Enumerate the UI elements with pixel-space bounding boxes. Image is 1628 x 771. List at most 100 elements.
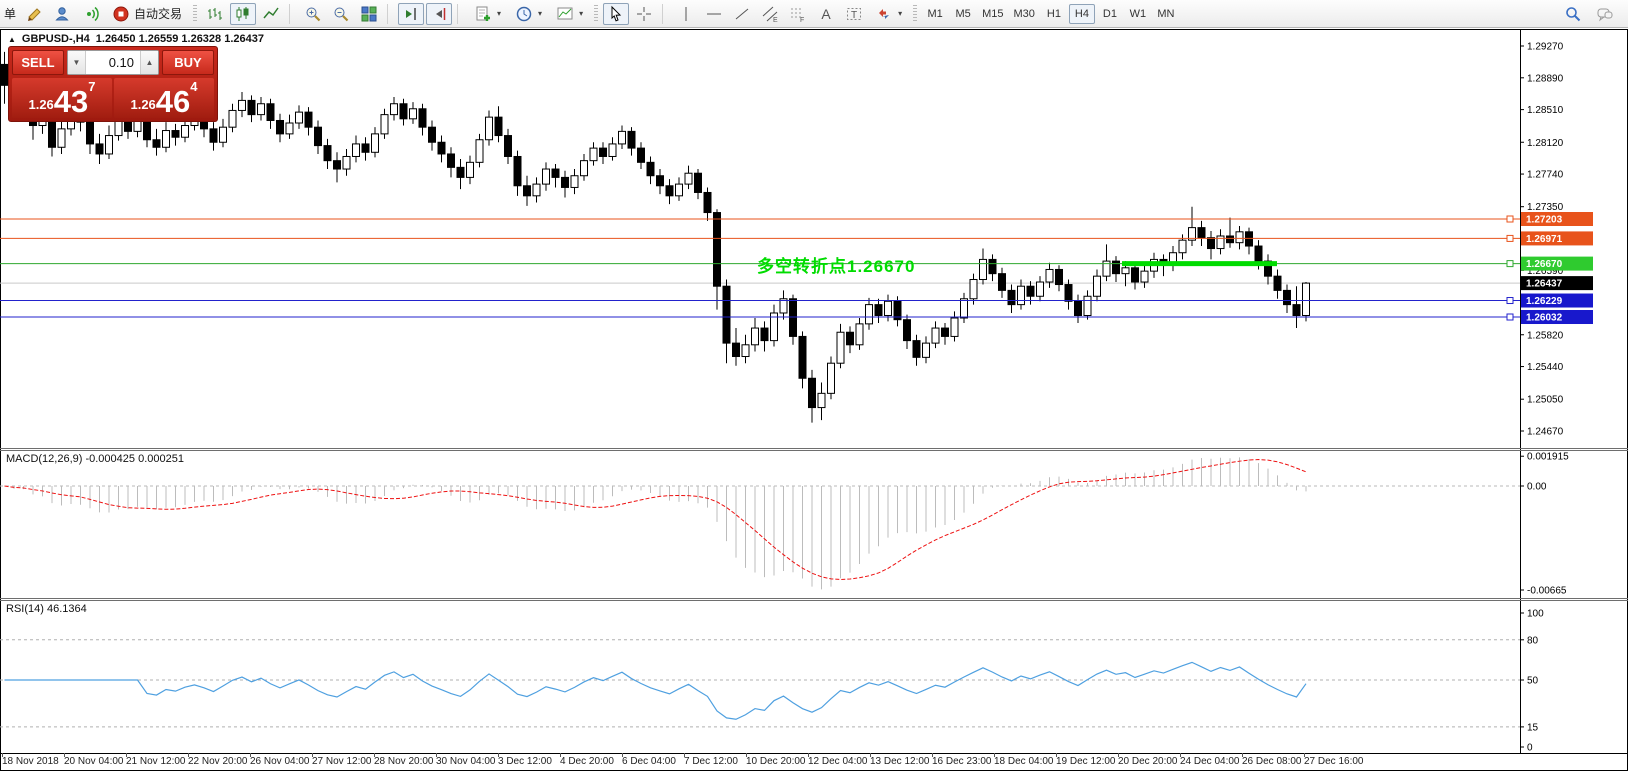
crayon-button[interactable] <box>22 3 48 25</box>
pivot-annotation[interactable]: 多空转折点1.26670 <box>757 257 916 276</box>
shift-chart-button[interactable] <box>398 2 425 25</box>
zoom-out-button[interactable] <box>328 3 354 25</box>
toolbar-grip[interactable] <box>594 4 599 23</box>
auto-scroll-button[interactable] <box>426 2 453 25</box>
candle <box>798 331 807 389</box>
candle <box>1292 286 1301 329</box>
trendline-button[interactable] <box>729 3 755 25</box>
equidistant-channel-button[interactable]: E <box>757 3 783 25</box>
text-icon: A <box>821 5 831 22</box>
collapse-marker-icon[interactable]: ▲ <box>8 34 16 44</box>
candle <box>342 148 351 176</box>
toolbar-grip[interactable] <box>193 4 198 23</box>
symbol-period-label: GBPUSD-,H4 <box>21 33 90 45</box>
tile-windows-button[interactable] <box>356 3 382 25</box>
bar-chart-icon <box>206 5 224 23</box>
dropdown-caret-icon: ▾ <box>898 9 903 18</box>
chat-button[interactable] <box>1592 3 1618 25</box>
profile-button[interactable] <box>50 3 76 25</box>
cursor-button[interactable] <box>603 2 630 25</box>
timeframe-button-M15[interactable]: M15 <box>978 4 1007 24</box>
periods-clock-icon <box>515 5 533 23</box>
candle <box>475 133 484 168</box>
zoom-out-icon <box>332 5 350 23</box>
bar-chart-button[interactable] <box>202 3 228 25</box>
new-order-button[interactable]: ▾ <box>468 3 507 25</box>
line-handle[interactable] <box>1506 234 1514 242</box>
autotrading-label: 自动交易 <box>134 7 183 21</box>
candle <box>1102 244 1111 282</box>
timeframe-button-M1[interactable]: M1 <box>922 4 948 24</box>
candle <box>779 290 788 320</box>
timeframe-button-W1[interactable]: W1 <box>1125 4 1151 24</box>
candle <box>732 328 740 366</box>
autotrading-button[interactable]: 自动交易 <box>106 3 188 25</box>
price-tag <box>1521 310 1593 325</box>
candle <box>751 318 759 352</box>
buy-price-display[interactable]: 1.26 46 4 <box>114 78 214 118</box>
vertical-line-button[interactable] <box>673 3 699 25</box>
candle <box>1007 284 1016 313</box>
candle <box>105 125 113 159</box>
volume-increase-button[interactable]: ▲ <box>140 51 158 74</box>
volume-input[interactable]: 0.10 <box>108 55 134 70</box>
text-button[interactable]: A <box>813 3 839 25</box>
arrows-button[interactable]: ▾ <box>869 3 908 25</box>
dropdown-caret-icon: ▾ <box>497 9 502 18</box>
autotrading-icon <box>112 5 130 23</box>
signal-button[interactable] <box>78 3 104 25</box>
chart-title: ▲ GBPUSD-,H4 1.26450 1.26559 1.26328 1.2… <box>8 33 264 45</box>
search-button[interactable] <box>1560 3 1586 25</box>
timeframe-button-D1[interactable]: D1 <box>1097 4 1123 24</box>
candle <box>1207 230 1215 260</box>
line-handle[interactable] <box>1506 215 1514 223</box>
candle <box>437 135 446 163</box>
candle <box>1131 262 1139 290</box>
zoom-in-button[interactable] <box>300 3 326 25</box>
timeframe-button-M5[interactable]: M5 <box>950 4 976 24</box>
fibonacci-button[interactable]: F <box>785 3 811 25</box>
candle <box>988 254 997 282</box>
candle <box>504 128 512 165</box>
svg-text:T: T <box>851 10 857 21</box>
volume-decrease-button[interactable]: ▼ <box>68 51 86 74</box>
time-axis-label: 27 Nov 12:00 <box>312 756 372 767</box>
timeframe-button-H4[interactable]: H4 <box>1068 3 1095 24</box>
timeframe-button-MN[interactable]: MN <box>1153 4 1179 24</box>
candle <box>276 113 284 143</box>
candle <box>969 273 978 305</box>
candle <box>1055 265 1063 292</box>
horizontal-line-button[interactable] <box>701 3 727 25</box>
candle <box>580 153 588 181</box>
signal-icon <box>82 5 100 23</box>
crosshair-button[interactable] <box>631 3 657 25</box>
candle <box>228 103 237 133</box>
time-axis-label: 28 Nov 20:00 <box>374 756 434 767</box>
candle <box>428 120 436 151</box>
sell-price-display[interactable]: 1.26 43 7 <box>12 78 112 118</box>
line-handle[interactable] <box>1506 313 1514 321</box>
candle <box>285 114 294 139</box>
candle <box>418 103 427 136</box>
price-axis[interactable]: 1.29270 1.28890 1.28510 1.28120 1.27740 1.273… <box>1520 42 1593 754</box>
rsi-axis-label: 15 <box>1527 722 1539 733</box>
truncated-new-order-label[interactable]: 单 <box>4 7 17 21</box>
timeframe-button-H1[interactable]: H1 <box>1041 4 1067 24</box>
text-label-button[interactable]: T <box>841 3 867 25</box>
candle <box>998 267 1006 298</box>
periods-button[interactable]: ▾ <box>509 3 548 25</box>
candle <box>770 304 778 347</box>
buy-button[interactable]: BUY <box>162 50 214 75</box>
toolbar-grip[interactable] <box>913 4 918 23</box>
candle <box>247 95 256 123</box>
candlestick-chart-button[interactable] <box>230 2 257 25</box>
shift-chart-icon <box>402 5 420 23</box>
line-handle[interactable] <box>1506 260 1514 268</box>
candle <box>1283 284 1291 313</box>
line-handle[interactable] <box>1506 297 1514 305</box>
line-chart-button[interactable] <box>258 3 284 25</box>
timeframe-button-M30[interactable]: M30 <box>1010 4 1039 24</box>
templates-button[interactable]: ▾ <box>550 3 589 25</box>
candle <box>675 177 683 201</box>
sell-button[interactable]: SELL <box>12 50 64 75</box>
